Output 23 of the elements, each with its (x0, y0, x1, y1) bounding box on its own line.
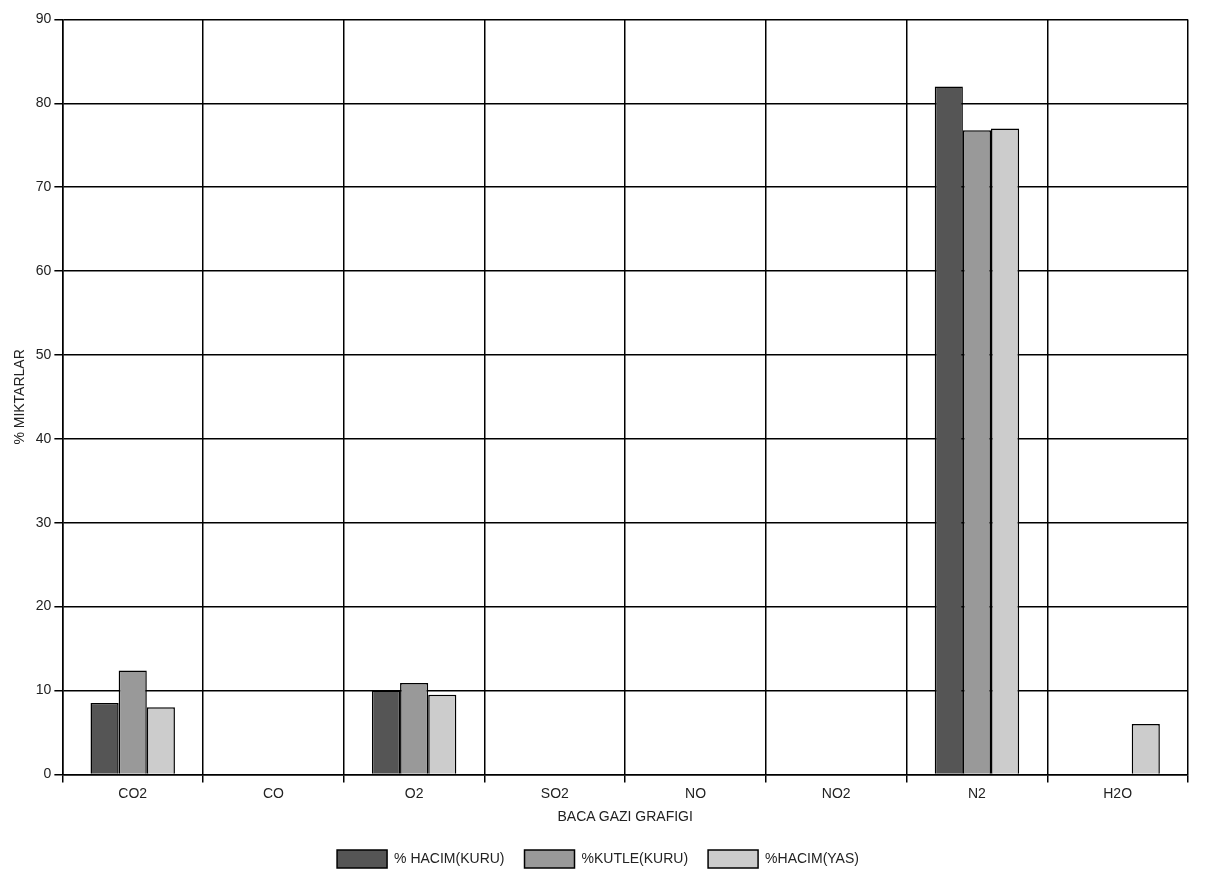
y-tick-label: 80 (35, 94, 52, 111)
legend-label: %HACIM(YAS) (765, 849, 859, 866)
y-tick-label: 40 (35, 429, 52, 446)
x-tick-label: NO (685, 784, 707, 801)
y-tick-label: 10 (35, 681, 52, 698)
x-tick-label: H2O (1103, 784, 1133, 801)
x-tick-label: SO2 (540, 784, 570, 801)
y-tick-label: 0 (43, 765, 52, 782)
y-tick-label: 30 (35, 513, 52, 530)
x-tick-label: CO2 (118, 784, 148, 801)
y-tick-label: 90 (35, 10, 52, 27)
x-tick-label: CO (262, 784, 285, 801)
x-tick-label: NO2 (821, 784, 851, 801)
y-tick-label: 20 (35, 597, 52, 614)
y-tick-label: 60 (35, 261, 52, 278)
legend-label: % HACIM(KURU) (394, 849, 505, 866)
legend-label: %KUTLE(KURU) (581, 849, 689, 866)
y-tick-label: 50 (35, 345, 52, 362)
x-tick-label: N2 (967, 784, 987, 801)
y-tick-label: 70 (35, 178, 52, 195)
x-tick-label: O2 (404, 784, 424, 801)
x-axis-title: BACA GAZI GRAFIGI (557, 808, 693, 825)
y-axis-title: % MIKTARLAR (11, 349, 28, 445)
